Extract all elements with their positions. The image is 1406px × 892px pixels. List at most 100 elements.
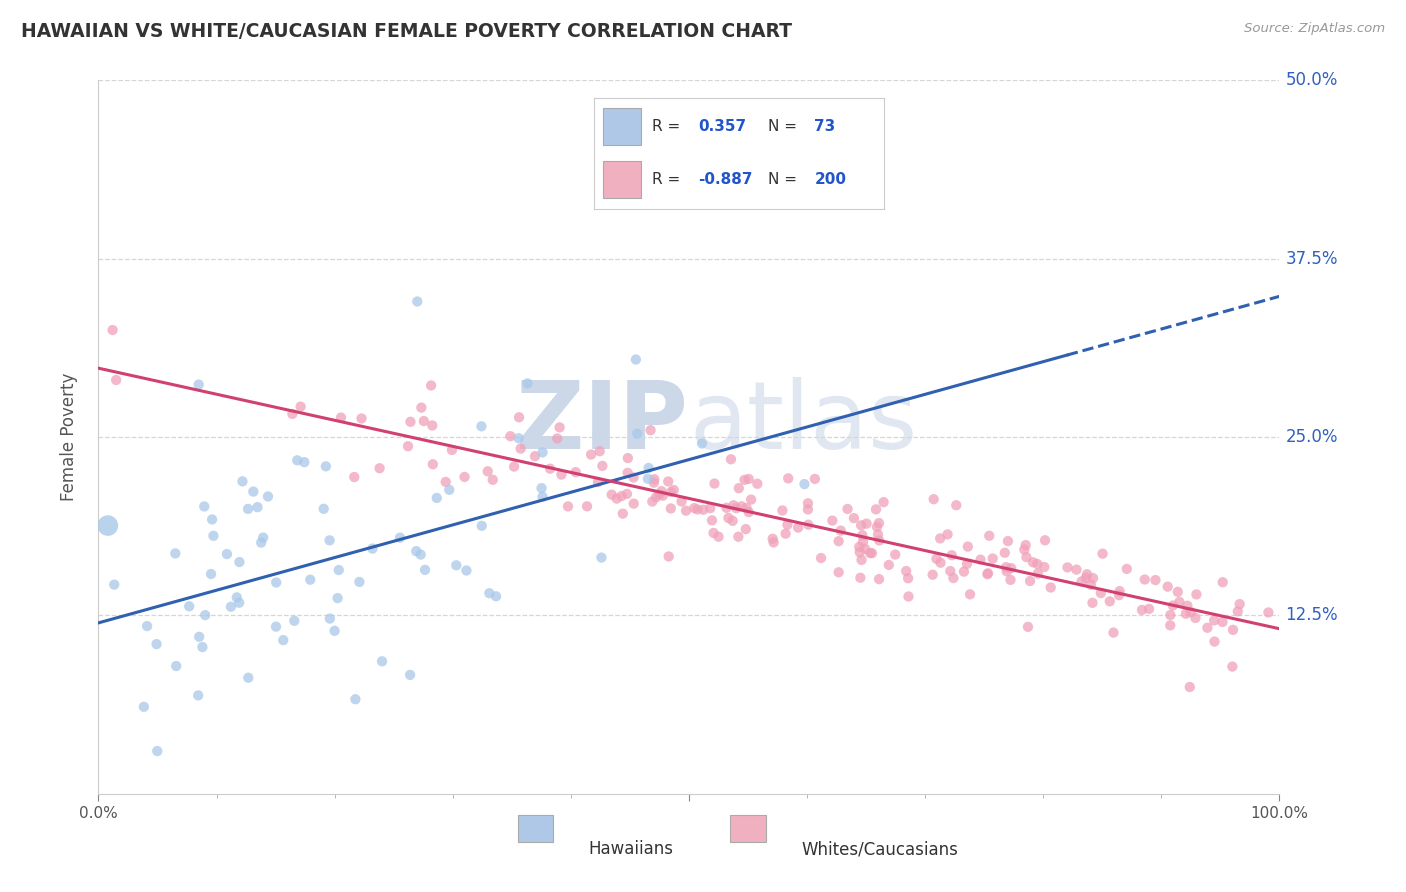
Point [657,475,679,489]
Point [775,526,797,541]
Point [997,534,1019,549]
Point [734,473,756,487]
Point [921,567,943,582]
Point [225,591,247,605]
Point [202,529,225,543]
Point [586,475,609,489]
Point [671,494,693,508]
Point [1211,615,1233,629]
Point [318,533,340,548]
Point [371,654,394,668]
Point [1080,578,1102,592]
Point [508,431,530,445]
Point [1039,581,1062,595]
Point [481,473,503,487]
Point [478,586,501,600]
Point [623,497,645,511]
Point [422,457,444,471]
Point [821,514,844,528]
Point [624,352,647,367]
Point [219,599,242,614]
Text: atlas: atlas [689,376,917,469]
Point [564,465,586,479]
Point [548,420,571,434]
Point [643,475,665,490]
Point [793,477,815,491]
Point [200,567,222,582]
Point [1204,634,1226,648]
Point [658,549,681,564]
Point [727,481,749,495]
Point [546,432,568,446]
Point [616,466,638,480]
Point [326,591,349,606]
Point [1161,599,1184,613]
Point [865,502,887,516]
Point [1070,574,1092,589]
Point [851,528,873,542]
Point [315,459,337,474]
Point [1168,595,1191,609]
Text: 37.5%: 37.5% [1285,250,1339,268]
Point [236,501,259,516]
Point [1033,560,1056,574]
Point [328,563,350,577]
Point [299,573,322,587]
Point [787,520,810,534]
Point [925,551,948,566]
Point [956,557,979,571]
Point [194,608,217,623]
Text: HAWAIIAN VS WHITE/CAUCASIAN FEMALE POVERTY CORRELATION CHART: HAWAIIAN VS WHITE/CAUCASIAN FEMALE POVER… [21,22,792,41]
Point [420,418,443,433]
Point [530,481,553,495]
Point [264,575,287,590]
Point [662,483,685,497]
Point [344,692,367,706]
Point [730,500,752,514]
Point [1144,573,1167,587]
Point [690,436,713,450]
Point [105,373,128,387]
Point [434,475,457,489]
Point [550,467,572,482]
Point [1178,680,1201,694]
Point [499,429,522,443]
Point [606,491,628,506]
Point [146,744,169,758]
Point [641,494,664,508]
Point [412,414,434,428]
Point [956,540,979,554]
Text: 12.5%: 12.5% [1285,607,1339,624]
Point [349,574,371,589]
Point [700,513,723,527]
Point [1257,606,1279,620]
FancyBboxPatch shape [517,815,553,842]
Point [707,530,730,544]
Point [1212,575,1234,590]
Point [188,630,211,644]
Point [136,619,159,633]
Point [1081,596,1104,610]
Point [1137,602,1160,616]
Point [969,552,991,566]
Point [1180,605,1202,619]
Point [1015,550,1038,565]
Point [725,501,748,516]
Point [285,453,308,467]
Point [271,633,294,648]
Point [842,511,865,525]
Point [675,504,697,518]
Point [716,500,738,515]
Point [411,401,433,415]
Point [762,535,785,549]
Point [165,659,187,673]
Point [721,514,744,528]
Point [426,491,449,505]
Point [330,410,353,425]
Point [292,455,315,469]
Point [589,444,612,458]
Point [617,451,640,466]
Point [994,546,1017,560]
Point [637,461,659,475]
Point [735,501,758,516]
